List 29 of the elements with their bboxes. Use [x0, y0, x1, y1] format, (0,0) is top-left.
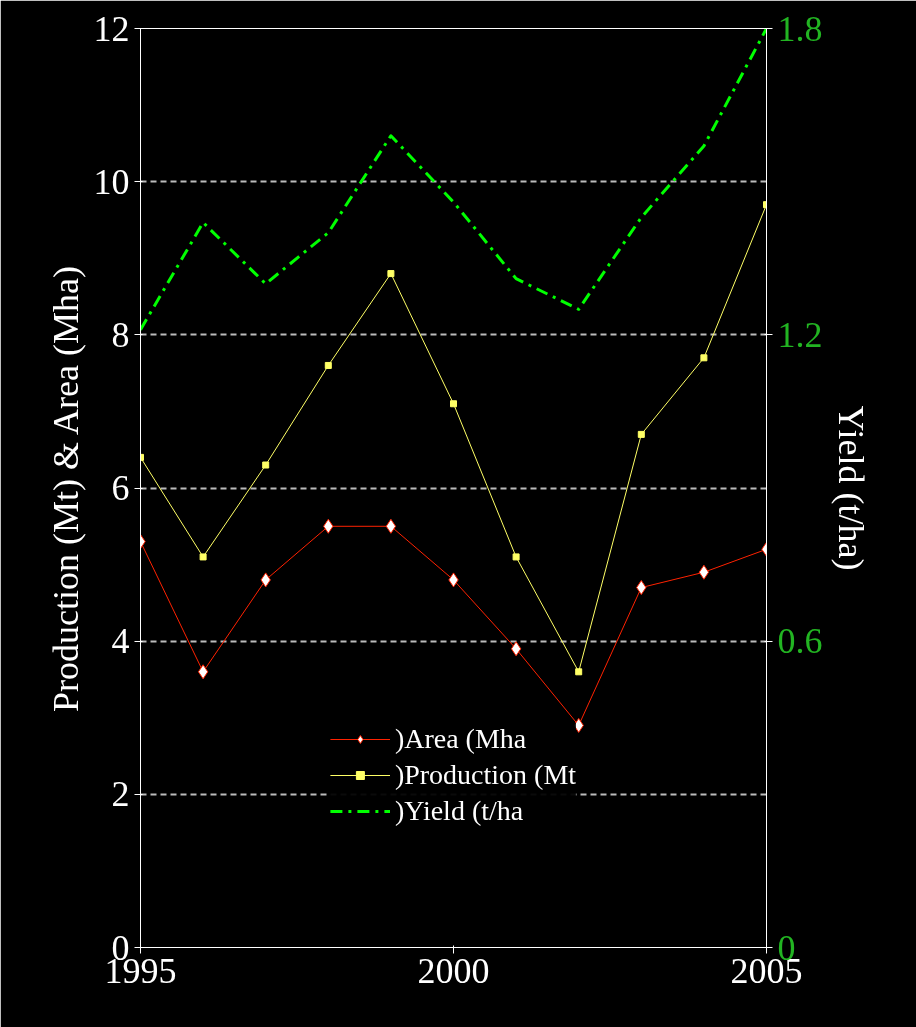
x-tick-label: 2000 — [417, 950, 490, 991]
y-tick-label: 4 — [111, 621, 130, 662]
point — [512, 553, 520, 561]
point — [385, 518, 397, 534]
y-tick-label: 2 — [111, 774, 130, 815]
point — [450, 400, 457, 408]
point — [575, 668, 583, 676]
line-series — [140, 28, 767, 332]
point — [700, 354, 708, 362]
point — [262, 461, 270, 469]
point — [387, 270, 395, 278]
y2-tick-label: 1.8 — [777, 8, 823, 49]
y-tick-label: 6 — [111, 468, 130, 508]
y2-axis-title: Yield (t/ha) — [830, 405, 871, 571]
legend-label: )Area (Mha — [394, 723, 527, 755]
y-axis-title: Production (Mt) & Area (Mha) — [45, 266, 86, 712]
point — [197, 664, 209, 680]
point — [324, 361, 332, 369]
y-tick-label: 8 — [111, 314, 130, 355]
y-tick-label: 10 — [93, 161, 130, 202]
y2-tick-label: 0.6 — [777, 621, 823, 662]
point — [510, 641, 522, 657]
y-tick-label: 12 — [93, 8, 130, 49]
y2-tick-label: 1.2 — [777, 314, 823, 355]
point — [637, 430, 645, 438]
legend-label: )Yield (t/ha — [394, 795, 524, 827]
point — [698, 564, 710, 580]
point — [199, 553, 207, 561]
legend-label: )Production (Mt — [394, 759, 577, 791]
